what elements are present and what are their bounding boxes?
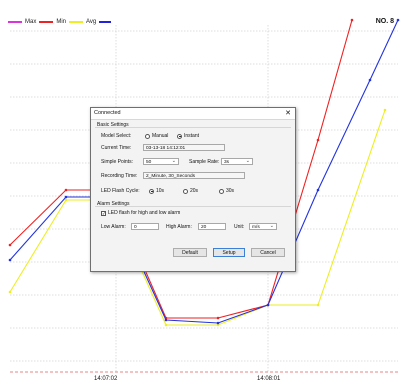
series-line-avg bbox=[9, 109, 386, 326]
chevron-down-icon: ⌄ bbox=[171, 158, 176, 164]
radio-circle-selected bbox=[177, 133, 182, 139]
high-alarm-label: High Alarm: bbox=[166, 224, 192, 230]
led-flash-alarm-checkbox[interactable]: ✓ LED flash for high and low alarm bbox=[101, 210, 180, 216]
series-point-avg bbox=[64, 198, 68, 202]
cancel-button[interactable]: Cancel bbox=[251, 248, 285, 257]
legend-label-avg: Avg bbox=[86, 19, 97, 25]
dialog-titlebar: Connected ✕ bbox=[91, 108, 295, 120]
radio-led-10s[interactable]: 10s bbox=[149, 188, 164, 194]
chart-legend: Max Min Avg bbox=[8, 19, 112, 25]
basic-settings-divider bbox=[95, 127, 291, 128]
series-point-blue bbox=[368, 78, 372, 82]
series-point-avg bbox=[164, 323, 168, 327]
model-select-label: Model Select: bbox=[101, 133, 132, 139]
legend-swatch-blue bbox=[99, 21, 112, 23]
series-point-blue bbox=[316, 188, 320, 192]
recording-time-field[interactable]: 2_Minute, 30_Seconds bbox=[143, 172, 245, 179]
close-icon[interactable]: ✕ bbox=[285, 110, 291, 117]
simple-points-value: 50 bbox=[146, 160, 152, 165]
unit-select[interactable]: m/s ⌄ bbox=[249, 223, 277, 230]
high-alarm-input[interactable]: 20 bbox=[198, 223, 226, 230]
radio-led-20s[interactable]: 20s bbox=[183, 188, 198, 194]
series-point-avg bbox=[8, 290, 12, 294]
led-flash-alarm-label: LED flash for high and low alarm bbox=[108, 210, 181, 216]
radio-instant-label: Instant bbox=[184, 133, 200, 139]
radio-manual[interactable]: Manual bbox=[145, 133, 168, 139]
channel-label: NO. 8 bbox=[375, 18, 394, 25]
series-point-min bbox=[216, 316, 220, 320]
sample-rate-select[interactable]: 3s ⌄ bbox=[221, 158, 253, 165]
sample-rate-value: 3s bbox=[224, 160, 230, 165]
series-point-blue bbox=[164, 318, 168, 322]
radio-circle bbox=[219, 188, 224, 194]
unit-label: Unit: bbox=[234, 224, 245, 230]
dialog-title: Connected bbox=[94, 110, 121, 116]
simple-points-select[interactable]: 50 ⌄ bbox=[143, 158, 179, 165]
legend-label-min: Min bbox=[56, 19, 67, 25]
basic-settings-title: Basic Settings bbox=[97, 122, 129, 128]
unit-value: m/s bbox=[252, 225, 260, 230]
series-point-min bbox=[64, 188, 68, 192]
x-tick-label: 14:08:01 bbox=[257, 376, 281, 382]
low-alarm-label: Low Alarm: bbox=[101, 224, 126, 230]
led-flash-cycle-label: LED Flash Cycle: bbox=[101, 188, 140, 194]
series-point-avg bbox=[216, 323, 220, 327]
series-point-blue bbox=[64, 195, 68, 199]
radio-circle bbox=[145, 133, 150, 139]
radio-led-20s-label: 20s bbox=[190, 188, 199, 194]
radio-led-10s-label: 10s bbox=[156, 188, 165, 194]
legend-swatch-min bbox=[39, 21, 54, 23]
alarm-settings-divider bbox=[95, 206, 291, 207]
legend-label-max: Max bbox=[25, 19, 37, 25]
series-point-avg bbox=[383, 108, 387, 112]
legend-swatch-max bbox=[8, 21, 22, 23]
series-point-blue bbox=[266, 303, 270, 307]
series-point-min bbox=[8, 243, 12, 247]
radio-led-30s[interactable]: 30s bbox=[219, 188, 234, 194]
series-point-blue bbox=[216, 321, 220, 325]
series-point-blue bbox=[396, 18, 400, 22]
low-alarm-input[interactable]: 0 bbox=[131, 223, 159, 230]
sample-rate-label: Sample Rate: bbox=[189, 159, 220, 165]
chevron-down-icon: ⌄ bbox=[269, 223, 274, 229]
radio-circle-selected bbox=[149, 188, 154, 194]
series-line-min bbox=[9, 19, 353, 319]
checkmark-icon: ✓ bbox=[101, 210, 106, 216]
series-point-min bbox=[350, 18, 354, 22]
radio-instant[interactable]: Instant bbox=[177, 133, 199, 139]
setup-button[interactable]: Setup bbox=[213, 248, 245, 257]
radio-led-30s-label: 30s bbox=[226, 188, 235, 194]
series-point-blue bbox=[8, 258, 12, 262]
series-point-avg bbox=[316, 303, 320, 307]
radio-circle bbox=[183, 188, 188, 194]
current-time-field[interactable]: 03-13-18 14:12:01 bbox=[143, 144, 225, 151]
x-tick-label: 14:07:02 bbox=[94, 376, 118, 382]
simple-points-label: Simple Points: bbox=[101, 159, 133, 165]
default-button[interactable]: Default bbox=[173, 248, 207, 257]
settings-dialog: Connected ✕ Basic Settings Model Select:… bbox=[90, 107, 296, 272]
chevron-down-icon: ⌄ bbox=[245, 158, 250, 164]
legend-swatch-avg bbox=[69, 21, 84, 23]
recording-time-label: Recording Time: bbox=[101, 173, 138, 179]
series-point-min bbox=[316, 138, 320, 142]
current-time-label: Current Time: bbox=[101, 145, 132, 151]
radio-manual-label: Manual bbox=[152, 133, 169, 139]
alarm-settings-title: Alarm Settings bbox=[97, 201, 130, 207]
